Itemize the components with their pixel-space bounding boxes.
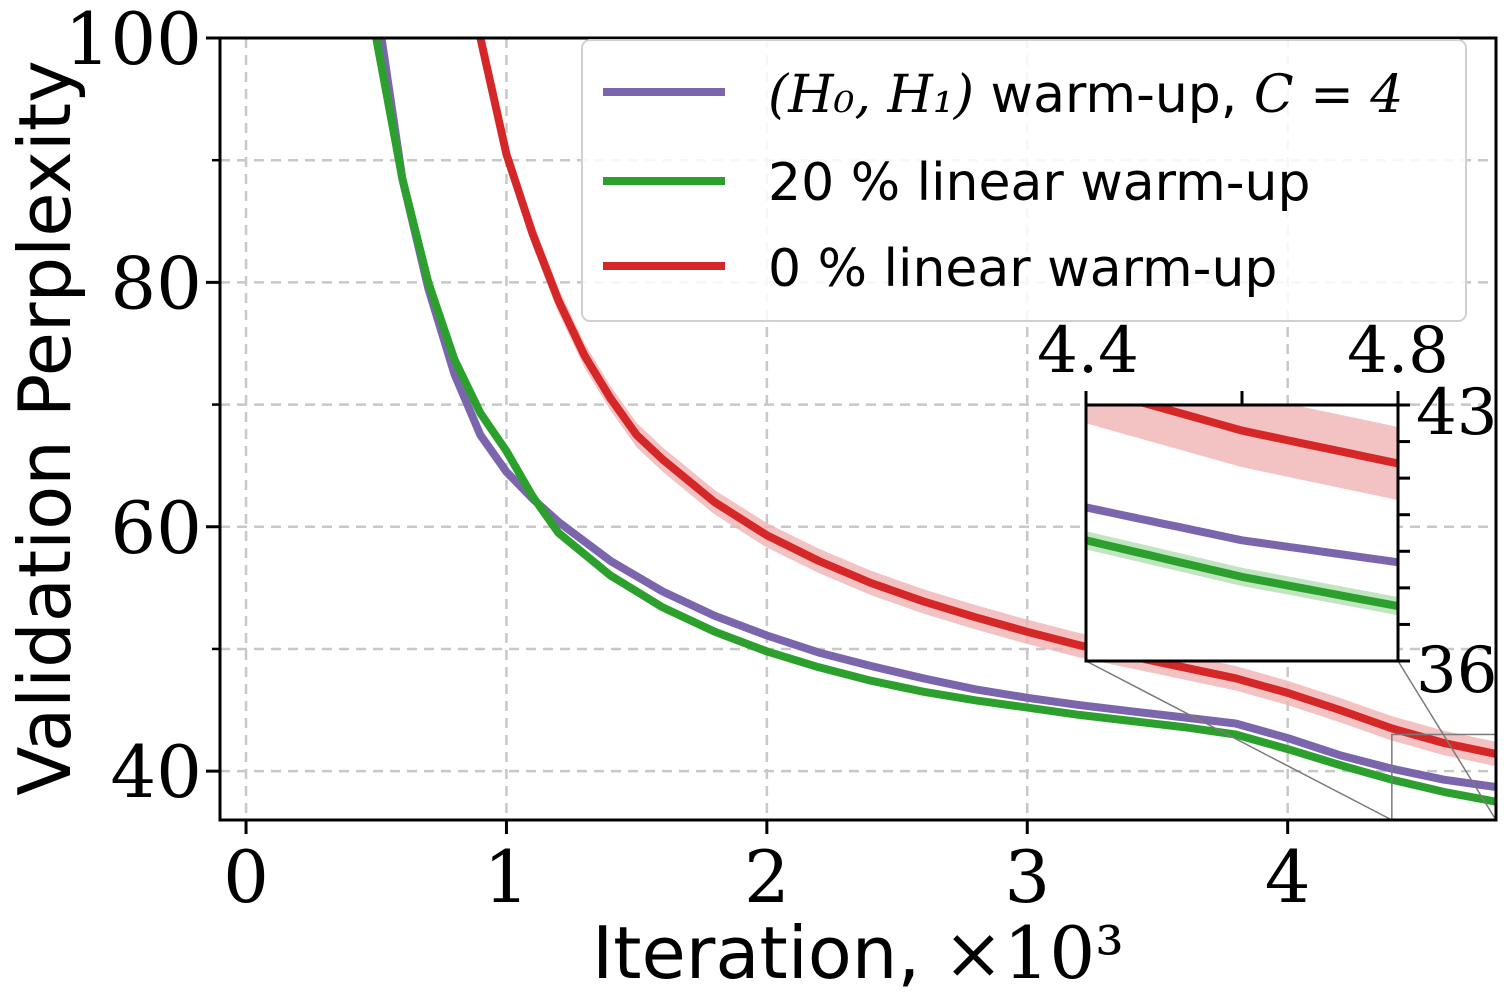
inset-series-layer — [1086, 405, 1398, 616]
ytick-label-100: 100 — [65, 0, 202, 81]
inset-ytick-label-36: 36 — [1416, 634, 1497, 708]
inset-series-line-purple — [1086, 503, 1398, 567]
zoom-connector-left — [1085, 660, 1393, 821]
inset-ytick-label-43: 43 — [1416, 376, 1497, 450]
plot-frame — [218, 36, 1498, 822]
legend-entry-20pct: 20 % linear warm-up — [768, 153, 1311, 213]
x-axis-label-math: ×10³ — [943, 911, 1124, 995]
inset-zoom: 4.4 4.8 43 36 — [1037, 314, 1497, 708]
inset-ticks — [1084, 391, 1410, 663]
legend: (H₀, H₁) warm-up, C = 4 20 % linear warm… — [581, 39, 1467, 322]
inset-series-line-red — [1136, 405, 1398, 468]
legend-entry-h0h1: (H₀, H₁) warm-up, C = 4 — [768, 65, 1403, 125]
axis-ticks: 0 1 2 3 4 40 60 80 100 — [65, 0, 1311, 919]
xtick-label-4: 4 — [1265, 835, 1311, 919]
y-axis-label: Validation Perplexity — [3, 60, 87, 795]
inset-band-red — [1086, 405, 1398, 501]
ytick-label-40: 40 — [110, 730, 202, 814]
xtick-label-2: 2 — [744, 835, 790, 919]
xtick-label-3: 3 — [1004, 835, 1050, 919]
x-axis-label: Iteration, ×10³ — [592, 911, 1124, 995]
legend-entry-h0h1-c: C = 4 — [1254, 65, 1404, 125]
series-line-green — [372, 38, 1496, 806]
legend-box — [581, 39, 1467, 322]
legend-entry-h0h1-math: (H₀, H₁) — [768, 65, 974, 125]
series-line-red — [476, 38, 1496, 758]
svg-text:Iteration, ×10³: Iteration, ×10³ — [592, 911, 1124, 995]
inset-xtick-label-4.8: 4.8 — [1347, 314, 1449, 388]
series-layer — [372, 38, 1496, 806]
legend-entry-h0h1-text: warm-up, — [974, 65, 1254, 125]
legend-entry-0pct: 0 % linear warm-up — [768, 239, 1277, 299]
ytick-label-80: 80 — [110, 241, 202, 325]
ytick-label-60: 60 — [110, 486, 202, 570]
zoom-connector-right — [1397, 660, 1497, 821]
inset-series-line-green — [1086, 536, 1398, 611]
xtick-label-0: 0 — [223, 835, 269, 919]
xtick-label-1: 1 — [484, 835, 530, 919]
x-axis-label-text: Iteration, — [592, 911, 943, 995]
inset-xtick-label-4.4: 4.4 — [1037, 314, 1139, 388]
series-line-purple — [377, 38, 1496, 791]
